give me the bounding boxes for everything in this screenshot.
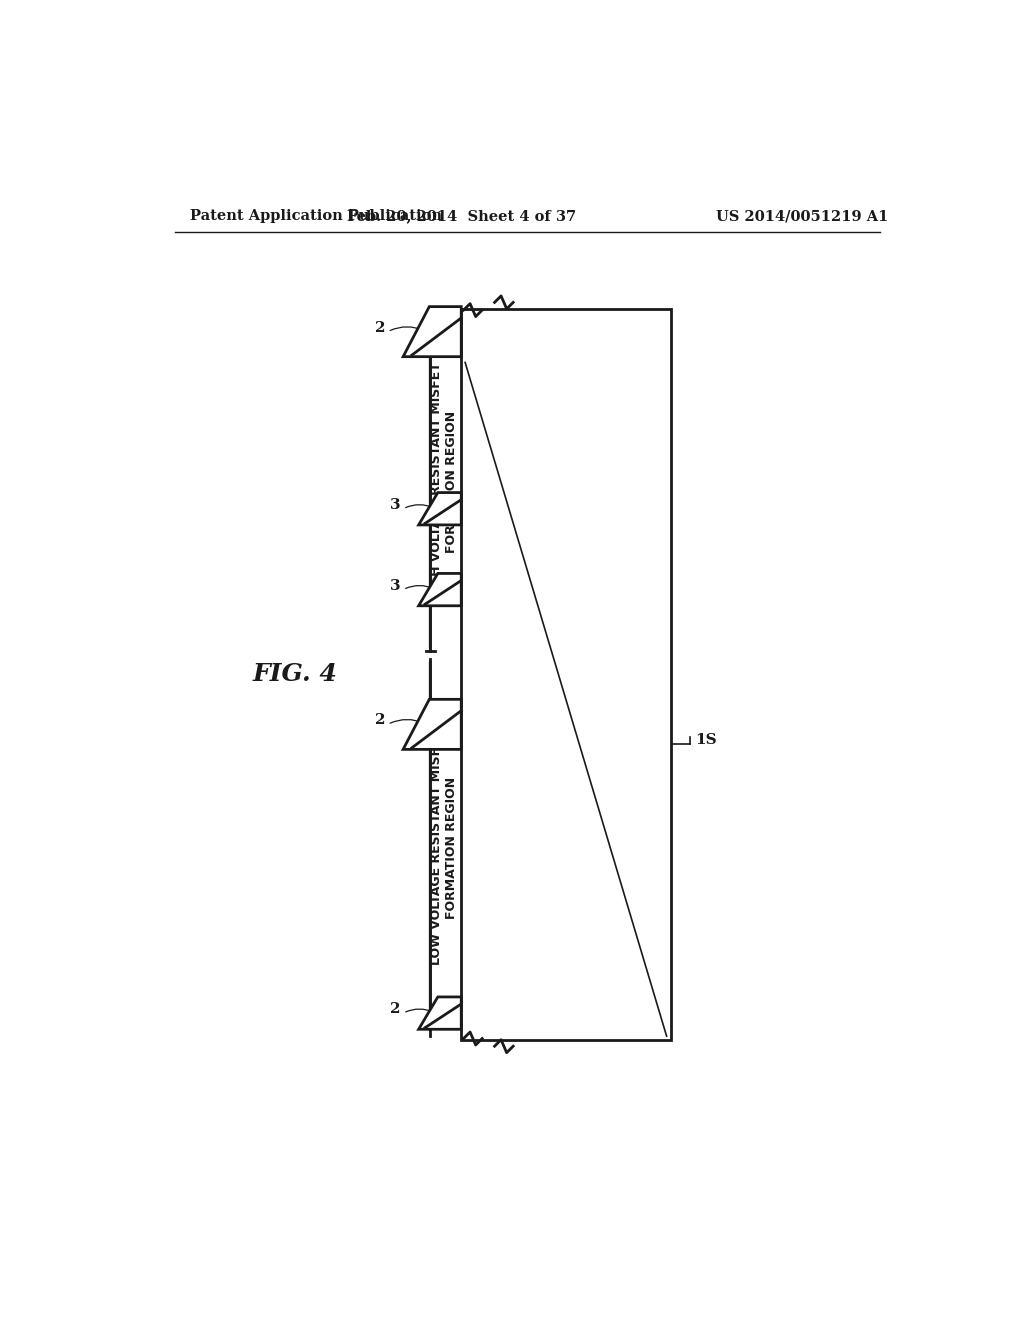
Text: Patent Application Publication: Patent Application Publication — [190, 209, 442, 223]
Text: HIGH VOLTAGE RESISTANT MISFET
FORMATION REGION: HIGH VOLTAGE RESISTANT MISFET FORMATION … — [430, 363, 458, 601]
Text: Feb. 20, 2014  Sheet 4 of 37: Feb. 20, 2014 Sheet 4 of 37 — [347, 209, 575, 223]
Text: LOW VOLTAGE RESISTANT MISFET
FORMATION REGION: LOW VOLTAGE RESISTANT MISFET FORMATION R… — [430, 730, 458, 965]
Polygon shape — [419, 573, 461, 606]
Polygon shape — [419, 997, 461, 1030]
Polygon shape — [403, 700, 461, 750]
Text: FIG. 4: FIG. 4 — [252, 663, 337, 686]
Text: 3: 3 — [390, 578, 400, 593]
Polygon shape — [403, 306, 461, 356]
Text: 2: 2 — [375, 321, 385, 335]
Polygon shape — [419, 492, 461, 525]
Text: 2: 2 — [375, 714, 385, 727]
Text: 3: 3 — [390, 498, 400, 512]
Text: 2: 2 — [390, 1002, 400, 1016]
Text: US 2014/0051219 A1: US 2014/0051219 A1 — [716, 209, 889, 223]
Bar — [461, 309, 671, 1040]
Text: 1S: 1S — [695, 733, 717, 747]
